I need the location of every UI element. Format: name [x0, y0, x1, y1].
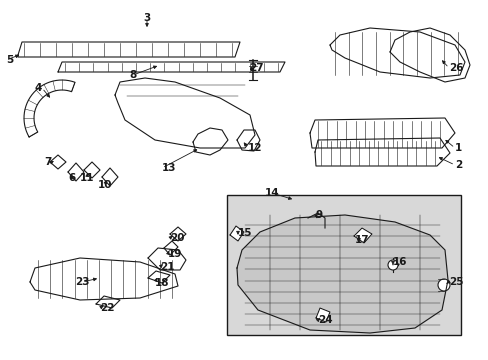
- Text: 7: 7: [44, 157, 52, 167]
- Polygon shape: [163, 241, 178, 255]
- Polygon shape: [18, 42, 240, 57]
- Polygon shape: [237, 215, 447, 333]
- Polygon shape: [84, 162, 100, 178]
- Polygon shape: [314, 138, 449, 166]
- Text: 16: 16: [392, 257, 407, 267]
- Text: 23: 23: [75, 277, 89, 287]
- Text: 6: 6: [68, 173, 76, 183]
- Polygon shape: [193, 128, 227, 155]
- Bar: [226, 195, 460, 335]
- Polygon shape: [148, 271, 170, 283]
- Text: 27: 27: [248, 63, 263, 73]
- Text: 15: 15: [238, 228, 252, 238]
- Polygon shape: [24, 80, 75, 137]
- Circle shape: [387, 260, 397, 270]
- Text: 8: 8: [129, 70, 136, 80]
- Polygon shape: [96, 296, 120, 308]
- Text: 14: 14: [264, 188, 279, 198]
- Circle shape: [437, 279, 449, 291]
- Text: 11: 11: [80, 173, 94, 183]
- Polygon shape: [148, 248, 185, 270]
- Text: 17: 17: [354, 235, 369, 245]
- Text: 12: 12: [247, 143, 262, 153]
- Text: 2: 2: [454, 160, 461, 170]
- Polygon shape: [102, 168, 118, 186]
- Polygon shape: [389, 28, 469, 82]
- Polygon shape: [309, 118, 454, 148]
- Polygon shape: [68, 163, 84, 181]
- Polygon shape: [237, 130, 260, 151]
- Text: 24: 24: [317, 315, 332, 325]
- Polygon shape: [58, 62, 285, 72]
- Text: 1: 1: [454, 143, 461, 153]
- Polygon shape: [353, 228, 371, 243]
- Text: 20: 20: [170, 233, 184, 243]
- Polygon shape: [170, 227, 185, 241]
- Text: 25: 25: [448, 277, 463, 287]
- Text: 9: 9: [315, 210, 323, 220]
- Text: 13: 13: [162, 163, 176, 173]
- Polygon shape: [30, 258, 178, 300]
- Text: 21: 21: [160, 262, 174, 272]
- Polygon shape: [50, 155, 66, 169]
- Text: 26: 26: [448, 63, 463, 73]
- Polygon shape: [229, 226, 244, 241]
- Text: 5: 5: [6, 55, 13, 65]
- Text: 10: 10: [98, 180, 112, 190]
- Polygon shape: [115, 78, 254, 148]
- Text: 18: 18: [155, 278, 169, 288]
- Text: 22: 22: [100, 303, 114, 313]
- Text: 4: 4: [35, 83, 42, 93]
- Text: 3: 3: [143, 13, 150, 23]
- Text: 19: 19: [168, 249, 182, 259]
- Polygon shape: [329, 28, 464, 78]
- Polygon shape: [315, 308, 329, 322]
